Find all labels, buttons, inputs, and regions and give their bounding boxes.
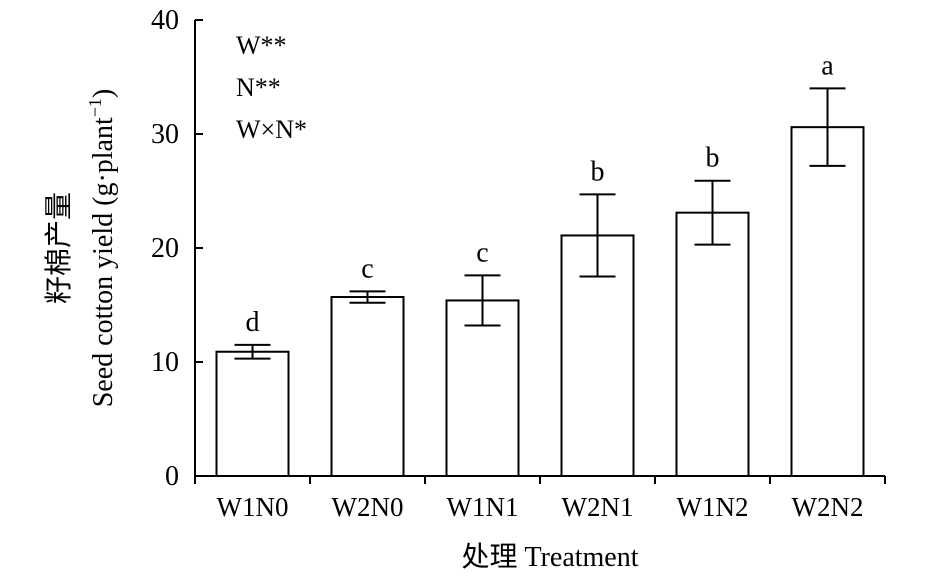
significance-label: d <box>246 307 260 338</box>
y-axis-title-close: ) <box>88 89 119 98</box>
significance-label: a <box>821 50 834 81</box>
bar-w1n2 <box>675 211 750 477</box>
y-axis-title-superscript: −1 <box>85 98 105 117</box>
y-axis-title-text: Seed cotton yield (g·plant <box>88 117 119 407</box>
x-tick-label: W1N1 <box>447 492 519 522</box>
significance-annotation: N** <box>236 73 281 102</box>
significance-annotation: W×N* <box>236 115 307 144</box>
significance-annotation: W** <box>236 31 287 60</box>
y-tick-label: 10 <box>151 347 179 378</box>
x-tick-label: W2N1 <box>562 492 634 522</box>
y-axis-title-english: Seed cotton yield (g·plant−1) <box>85 89 119 408</box>
significance-labels: d c c b b a <box>246 50 835 338</box>
error-bars <box>234 87 846 360</box>
plot-area: 0 10 20 30 40 W1N0 W2N0 W1N1 W2N1 W1N2 W2N2 d c c b b… <box>151 5 886 522</box>
significance-label: b <box>706 143 720 174</box>
y-tick-label: 40 <box>151 5 179 36</box>
y-tick-label: 0 <box>165 461 179 492</box>
x-tick-label: W2N0 <box>332 492 404 522</box>
y-tick-label: 20 <box>151 233 179 264</box>
significance-label: b <box>591 156 605 187</box>
x-ticks: W1N0 W2N0 W1N1 W2N1 W1N2 W2N2 <box>194 476 886 522</box>
x-axis-title: 处理 Treatment <box>461 541 638 573</box>
y-ticks: 0 10 20 30 40 <box>151 5 203 492</box>
bars <box>215 126 865 477</box>
x-tick-label: W1N0 <box>217 492 289 522</box>
x-tick-label: W2N2 <box>792 492 864 522</box>
bar-w2n0 <box>330 296 405 477</box>
bar-w2n2 <box>790 126 865 477</box>
bar-w1n0 <box>215 350 290 477</box>
y-axis-title-chinese: 籽棉产量 <box>43 192 75 304</box>
annotations: W** N** W×N* <box>236 31 307 144</box>
significance-label: c <box>361 253 373 284</box>
y-tick-label: 30 <box>151 119 179 150</box>
bar-w1n1 <box>445 299 520 477</box>
x-tick-label: W1N2 <box>677 492 749 522</box>
significance-label: c <box>476 237 488 268</box>
